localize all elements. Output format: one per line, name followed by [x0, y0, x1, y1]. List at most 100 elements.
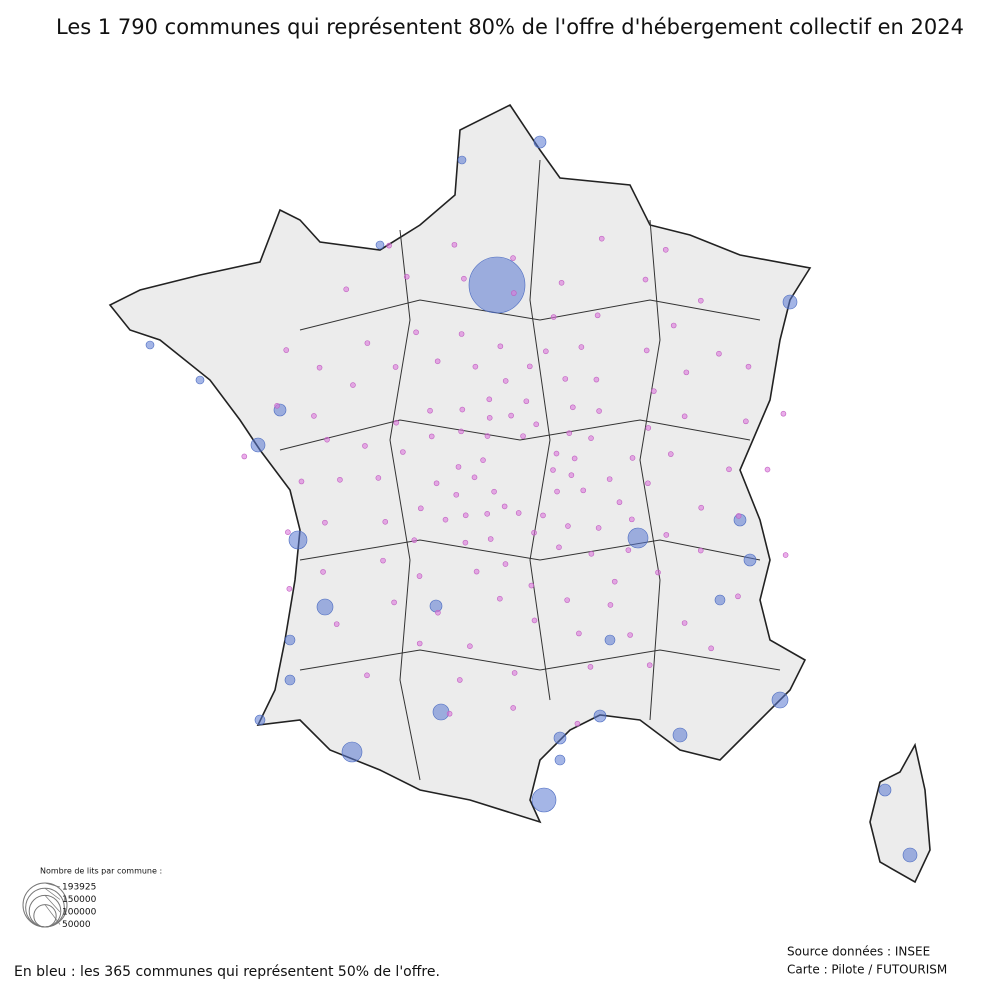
bubble-pink: [607, 602, 614, 608]
bubble-pink: [491, 488, 497, 495]
bubble-pink: [574, 720, 581, 727]
bubble-pink: [416, 640, 423, 647]
bubble-pink: [553, 450, 560, 457]
bubble-pink: [364, 340, 371, 346]
bubble-pink: [274, 403, 280, 409]
bubble-pink: [697, 547, 704, 554]
bubble-pink: [511, 670, 518, 676]
bubble-blue: [284, 674, 296, 686]
bubble-pink: [764, 466, 771, 473]
bubble-blue: [554, 754, 566, 766]
bubble-pink: [411, 537, 418, 544]
bubble-pink: [451, 241, 458, 248]
bubble-pink: [716, 350, 722, 357]
legend-label: 100000: [62, 908, 97, 918]
bubble-pink: [726, 466, 732, 473]
bubble-pink: [565, 523, 571, 529]
bubble-pink: [645, 480, 651, 487]
bubble-blue: [375, 240, 385, 250]
bubble-pink: [487, 536, 494, 542]
bubble-blue: [531, 787, 557, 813]
bubble-pink: [461, 275, 467, 282]
bubble-pink: [681, 413, 688, 420]
bubble-pink: [350, 382, 356, 388]
bubble-pink: [556, 544, 562, 551]
legend-label: 50000: [62, 920, 91, 930]
note: En bleu : les 365 communes qui représent…: [14, 964, 440, 980]
bubble-pink: [511, 290, 517, 296]
bubble-pink: [343, 286, 350, 293]
bubble-pink: [533, 421, 540, 428]
bubble-pink: [428, 433, 435, 440]
bubble-blue: [743, 553, 757, 567]
bubble-pink: [523, 398, 530, 405]
bubble-blue: [627, 527, 649, 549]
bubble-pink: [316, 364, 323, 371]
bubble-pink: [486, 415, 493, 421]
bubble-pink: [681, 620, 688, 626]
mainland-france: [108, 103, 812, 824]
bubble-pink: [528, 582, 535, 589]
bubble-pink: [629, 455, 636, 461]
bubble-pink: [596, 408, 602, 414]
legend-label: 150000: [62, 895, 97, 905]
bubble-pink: [459, 406, 466, 413]
bubble-blue: [782, 294, 798, 310]
bubble-pink: [471, 474, 478, 481]
bubble-pink: [417, 505, 424, 512]
bubble-pink: [743, 418, 749, 425]
bubble-pink: [651, 388, 657, 394]
bubble-pink: [568, 472, 575, 478]
legend-title: Nombre de lits par commune :: [40, 867, 162, 876]
bubble-blue: [672, 727, 688, 743]
bubble-blue: [145, 340, 155, 350]
bubble-pink: [442, 516, 449, 523]
legend-circle: [25, 887, 65, 928]
bubble-pink: [531, 529, 537, 536]
bubble-blue: [593, 709, 607, 723]
bubble-pink: [616, 499, 623, 506]
bubble-pink: [455, 464, 462, 470]
bubble-blue: [771, 691, 789, 709]
bubble-pink: [587, 664, 594, 670]
bubble-pink: [606, 476, 613, 482]
bubble-pink: [435, 609, 441, 616]
legend-label: 193925: [62, 883, 96, 893]
bubble-pink: [543, 348, 549, 355]
bubble-pink: [663, 532, 670, 538]
bubble-blue: [468, 256, 526, 314]
bubble-blue: [533, 135, 547, 149]
bubble-pink: [453, 491, 460, 498]
bubble-pink: [531, 617, 538, 624]
bubble-pink: [540, 512, 546, 519]
bubble-pink: [576, 630, 582, 637]
legend-leader: [44, 882, 61, 888]
bubble-pink: [473, 568, 480, 575]
credit: Carte : Pilote / FUTOURISM: [787, 963, 947, 977]
legend-leader: [44, 888, 61, 900]
bubble-pink: [382, 519, 389, 525]
bubble-pink: [391, 599, 397, 606]
bubble-pink: [580, 487, 587, 494]
bubble-pink: [570, 404, 576, 411]
bubble-blue: [714, 594, 726, 606]
bubble-pink: [480, 457, 486, 463]
bubble-blue: [341, 741, 363, 763]
bubble-pink: [643, 347, 650, 354]
bubble-pink: [683, 369, 690, 376]
bubble-pink: [595, 525, 602, 531]
bubble-pink: [745, 363, 752, 370]
bubble-pink: [375, 475, 382, 481]
bubble-blue: [432, 703, 450, 721]
bubble-pink: [286, 586, 293, 592]
bubble-pink: [337, 476, 343, 483]
bubble-pink: [333, 621, 340, 627]
bubble-blue: [288, 530, 308, 550]
bubble-blue: [284, 634, 296, 646]
bubble-pink: [400, 449, 406, 455]
bubble-pink: [571, 455, 578, 462]
bubble-pink: [434, 358, 441, 365]
bubble-pink: [386, 242, 392, 249]
bubble-pink: [324, 436, 330, 443]
